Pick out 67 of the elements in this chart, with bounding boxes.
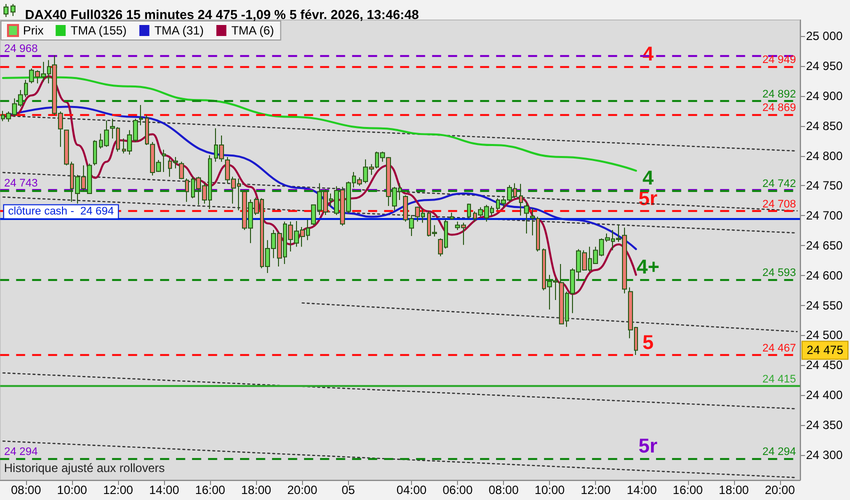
annotation: Historique ajusté aux rollovers <box>4 461 165 475</box>
legend-label: TMA (6) <box>231 24 274 38</box>
annotation: 5r <box>638 435 658 458</box>
annotation: 5 <box>642 332 654 354</box>
y-tick-label: 24 900 <box>806 88 844 103</box>
y-tick-label: 24 600 <box>806 268 844 282</box>
x-tick-label: 12:00 <box>580 483 612 497</box>
ref-line-label: 24 294 <box>4 446 38 458</box>
x-tick-label: 16:00 <box>672 483 704 497</box>
ref-line-label: 24 892 <box>762 88 796 100</box>
x-tick-label: 16:00 <box>195 483 226 497</box>
legend-label: TMA (155) <box>70 24 127 38</box>
y-tick-label: 24 700 <box>806 208 844 223</box>
x-tick-label: 08:00 <box>11 483 42 497</box>
x-tick-label: 12:00 <box>103 483 134 497</box>
x-tick-label: 10:00 <box>57 483 88 497</box>
candlestick <box>450 212 454 220</box>
y-tick-label: 24 350 <box>806 418 844 432</box>
candlestick <box>139 104 143 126</box>
line-series <box>2 76 637 172</box>
y-tick-label: 24 300 <box>806 448 844 462</box>
x-tick-label: 20:00 <box>764 483 796 497</box>
candlestick <box>93 140 97 166</box>
candlestick <box>162 149 166 172</box>
x-tick-label: 05 <box>342 483 356 497</box>
ref-line-label: 24 968 <box>4 42 38 55</box>
y-tick-label: 24 850 <box>806 118 844 133</box>
ref-line-label: 24 467 <box>762 342 796 354</box>
y-tick-label: 25 000 <box>806 29 844 44</box>
y-tick-label: 24 550 <box>806 298 844 312</box>
annotation: 4+ <box>636 256 660 279</box>
x-tick-label: 14:00 <box>149 483 180 497</box>
ref-line-label: 24 593 <box>762 267 796 280</box>
line-series <box>2 75 637 295</box>
legend-label: Prix <box>23 24 44 38</box>
ref-line-label: 24 294 <box>762 446 796 458</box>
ref-line-label: 24 869 <box>762 102 796 114</box>
ref-line-label: clôture cash - 24 694 <box>8 206 114 218</box>
y-tick-label: 24 750 <box>806 178 844 193</box>
candlestick <box>185 178 189 202</box>
x-tick-label: 18:00 <box>718 483 750 497</box>
x-tick-label: 06:00 <box>442 483 473 497</box>
x-tick-label: 08:00 <box>488 483 519 497</box>
y-tick-label: 24 400 <box>806 388 844 402</box>
ref-line-label: 24 949 <box>762 54 796 66</box>
x-tick-label: 18:00 <box>241 483 272 497</box>
ref-line-label: 24 743 <box>4 177 38 190</box>
x-tick-label: 10:00 <box>534 483 566 497</box>
ref-line-label: 24 415 <box>762 374 796 386</box>
y-tick-label: 24 450 <box>806 358 844 372</box>
y-tick-label: 24 800 <box>806 148 844 163</box>
candlestick <box>179 161 184 180</box>
candlestick <box>519 183 523 216</box>
x-tick-label: 20:00 <box>287 483 318 497</box>
legend-label: TMA (31) <box>154 24 204 38</box>
chart-title: DAX40 Full0326 15 minutes 24 475 -1,09 % 5 févr. 2026, 13:46:48 <box>25 7 419 22</box>
ref-line-label: 24 742 <box>762 178 796 190</box>
candlestick <box>524 201 529 234</box>
ref-line-label: 24 708 <box>762 198 796 210</box>
x-tick-label: 04:00 <box>396 483 427 497</box>
annotation: 4 <box>642 167 654 190</box>
y-tick-label: 24 650 <box>806 238 844 253</box>
text: 24 475 <box>806 343 844 358</box>
candlestick <box>467 203 471 220</box>
x-tick-label: 14:00 <box>626 483 658 497</box>
y-tick-label: 24 950 <box>806 59 844 74</box>
y-tick-label: 24 500 <box>806 328 844 342</box>
